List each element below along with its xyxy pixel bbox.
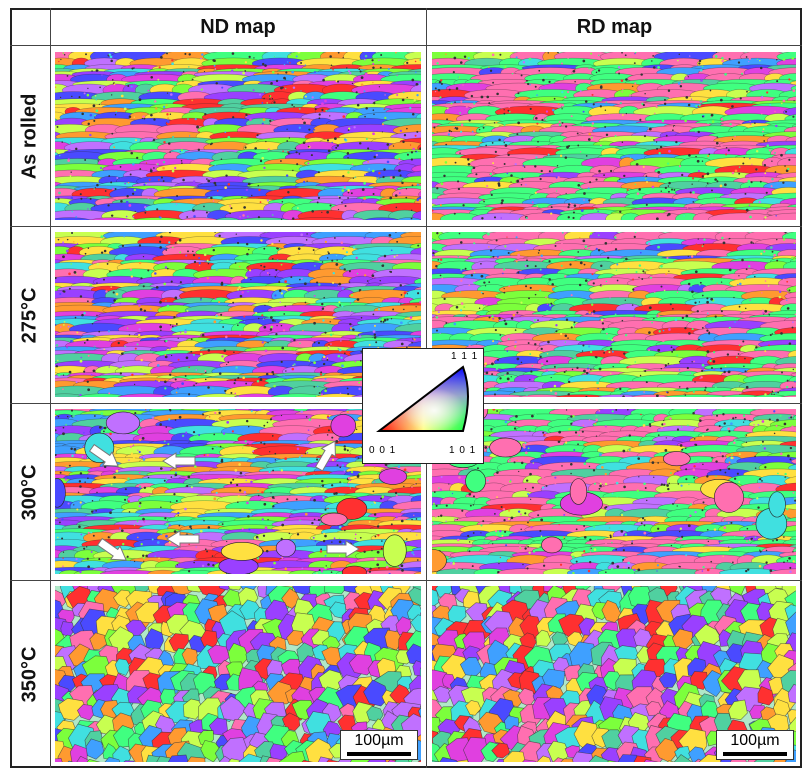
ebsd-grain-map — [55, 586, 421, 762]
scale-bar-line — [723, 752, 787, 756]
panel-rd-350 — [432, 586, 796, 762]
ebsd-grain-map — [432, 52, 796, 220]
row-label-text: 275°C — [18, 287, 41, 343]
ipf-color-legend: 1 1 1 0 0 1 1 0 1 — [362, 348, 484, 464]
panel-rd-300 — [432, 409, 796, 574]
column-header-nd: ND map — [200, 15, 276, 38]
grid-line — [50, 8, 51, 768]
scale-bar-label: 100µm — [730, 732, 780, 749]
scale-bar-line — [347, 752, 411, 756]
white-arrow-icon — [96, 537, 127, 561]
white-arrow-icon — [162, 452, 196, 470]
row-label-text: 350°C — [18, 646, 41, 703]
panel-nd-350 — [55, 586, 421, 762]
grid-line — [10, 45, 802, 46]
row-label-text: As rolled — [18, 93, 41, 179]
ebsd-grain-map — [55, 52, 421, 220]
grid-line — [10, 226, 802, 227]
white-arrow-icon — [314, 440, 336, 472]
row-label-as-rolled: As rolled — [10, 46, 50, 226]
white-arrow-icon — [326, 540, 360, 558]
white-arrow-icon — [88, 443, 119, 467]
ebsd-grain-map — [432, 232, 796, 397]
white-arrow-icon — [166, 530, 200, 548]
scale-bar-nd: 100µm — [340, 730, 418, 760]
grid-line — [10, 580, 802, 581]
column-header-rd: RD map — [576, 15, 653, 38]
row-label-text: 300°C — [18, 464, 41, 520]
figure-frame — [10, 8, 802, 768]
scale-bar-label: 100µm — [354, 732, 404, 749]
ebsd-grain-map — [432, 409, 796, 574]
panel-rd-as-rolled — [432, 52, 796, 220]
legend-label-001: 0 0 1 — [369, 445, 397, 456]
panel-rd-275 — [432, 232, 796, 397]
legend-label-111: 1 1 1 — [451, 351, 479, 362]
ebsd-grain-map — [432, 586, 796, 762]
row-label-350: 350°C — [10, 581, 50, 768]
row-label-275: 275°C — [10, 227, 50, 403]
scale-bar-rd: 100µm — [716, 730, 794, 760]
row-label-300: 300°C — [10, 404, 50, 580]
ipf-triangle — [376, 365, 469, 432]
legend-label-101: 1 0 1 — [449, 445, 477, 456]
panel-nd-as-rolled — [55, 52, 421, 220]
